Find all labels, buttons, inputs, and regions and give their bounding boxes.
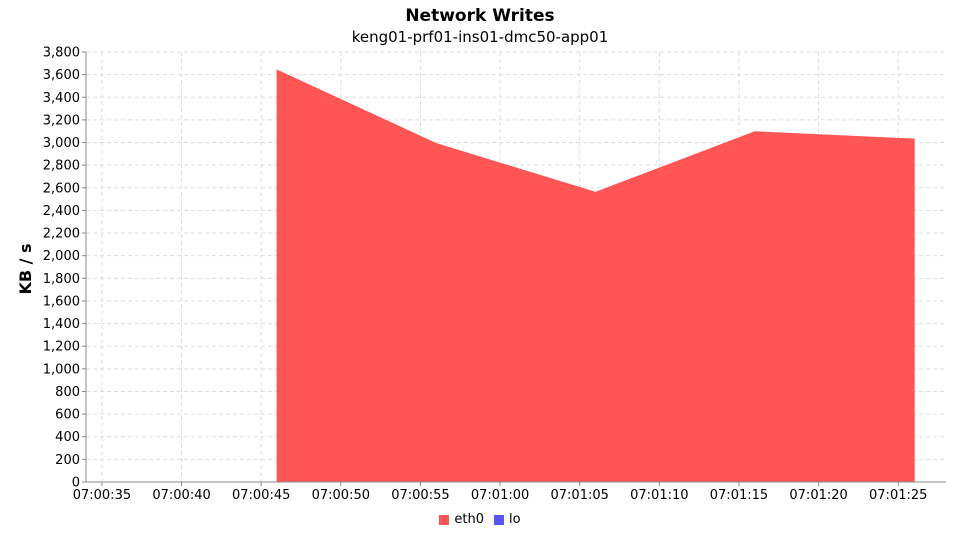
y-tick-label: 400 bbox=[55, 430, 80, 445]
x-tick-label: 07:00:45 bbox=[232, 488, 290, 503]
x-tick-label: 07:01:05 bbox=[551, 488, 609, 503]
x-tick-label: 07:00:50 bbox=[312, 488, 370, 503]
y-tick-label: 1,000 bbox=[43, 362, 80, 377]
y-tick-label: 800 bbox=[55, 385, 80, 400]
x-tick-label: 07:01:00 bbox=[471, 488, 529, 503]
y-axis-ticks: 0 200 400 600 800 1,000 1,200 1,400 1,600 1,800 2,… bbox=[43, 46, 86, 491]
area-series-eth0 bbox=[276, 69, 915, 483]
y-tick-label: 1,800 bbox=[43, 272, 80, 287]
y-tick-label: 3,200 bbox=[43, 113, 80, 128]
y-axis-label: KB / s bbox=[16, 243, 35, 294]
y-tick-label: 1,200 bbox=[43, 340, 80, 355]
chart-subtitle: keng01-prf01-ins01-dmc50-app01 bbox=[351, 28, 609, 46]
y-tick-label: 2,000 bbox=[43, 249, 80, 264]
y-tick-label: 3,400 bbox=[43, 91, 80, 106]
x-tick-label: 07:01:20 bbox=[789, 488, 847, 503]
legend-swatch-eth0 bbox=[439, 514, 450, 525]
y-tick-label: 3,600 bbox=[43, 68, 80, 83]
y-tick-label: 3,000 bbox=[43, 136, 80, 151]
legend-label-lo: lo bbox=[509, 512, 521, 527]
x-tick-label: 07:00:55 bbox=[391, 488, 449, 503]
x-tick-label: 07:01:25 bbox=[869, 488, 927, 503]
x-tick-label: 07:00:40 bbox=[152, 488, 210, 503]
legend: eth0 lo bbox=[0, 512, 960, 527]
legend-item-eth0: eth0 bbox=[439, 512, 484, 527]
chart-title: Network Writes bbox=[405, 6, 555, 26]
chart-axes bbox=[85, 52, 946, 483]
x-axis-ticks: 07:00:35 07:00:40 07:00:45 07:00:50 07:00:55… bbox=[73, 482, 927, 503]
y-tick-label: 200 bbox=[55, 453, 80, 468]
y-tick-label: 1,400 bbox=[43, 317, 80, 332]
x-tick-label: 07:01:15 bbox=[710, 488, 768, 503]
y-tick-label: 600 bbox=[55, 408, 80, 423]
y-tick-label: 2,600 bbox=[43, 181, 80, 196]
y-tick-label: 2,400 bbox=[43, 204, 80, 219]
legend-label-eth0: eth0 bbox=[454, 512, 485, 527]
y-tick-label: 0 bbox=[72, 476, 80, 491]
y-tick-label: 1,600 bbox=[43, 294, 80, 309]
x-tick-label: 07:01:10 bbox=[630, 488, 688, 503]
legend-swatch-lo bbox=[494, 514, 505, 525]
legend-item-lo: lo bbox=[494, 512, 521, 527]
y-tick-label: 3,800 bbox=[43, 46, 80, 61]
x-tick-label: 07:00:35 bbox=[73, 488, 131, 503]
y-tick-label: 2,200 bbox=[43, 227, 80, 242]
y-tick-label: 2,800 bbox=[43, 159, 80, 174]
